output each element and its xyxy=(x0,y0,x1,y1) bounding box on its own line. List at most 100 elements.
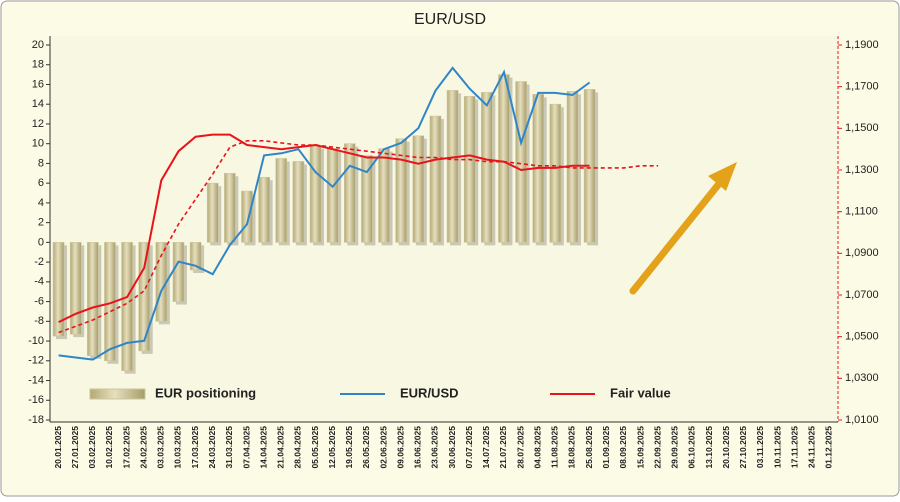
x-tick-label: 20.10.2025 xyxy=(721,426,731,469)
y-tick-label: 2 xyxy=(38,217,44,229)
line xyxy=(58,140,659,334)
y2-tick-label: 1,1900 xyxy=(845,39,879,51)
plot-area xyxy=(50,36,838,422)
bar xyxy=(498,74,510,243)
bar xyxy=(412,135,425,243)
bar xyxy=(69,242,82,335)
x-tick-label: 20.01.2025 xyxy=(53,426,63,469)
x-tick-label: 09.06.2025 xyxy=(395,426,405,469)
x-tick-label: 30.06.2025 xyxy=(447,426,457,469)
y-tick-label: 8 xyxy=(38,157,44,169)
bar xyxy=(172,242,185,302)
x-tick-label: 10.02.2025 xyxy=(104,426,114,469)
bar xyxy=(344,143,356,243)
x-tick-label: 18.08.2025 xyxy=(567,426,577,469)
bar xyxy=(121,242,133,371)
bar xyxy=(206,182,219,243)
bar xyxy=(429,115,442,243)
x-tick-label: 17.11.2025 xyxy=(789,426,799,468)
bar xyxy=(463,96,476,243)
bar xyxy=(361,155,373,243)
y-tick-label: 12 xyxy=(32,118,44,130)
line xyxy=(58,133,590,323)
x-tick-label: 10.03.2025 xyxy=(173,426,183,469)
x-tick-label: 03.11.2025 xyxy=(755,426,765,468)
x-tick-label: 17.03.2025 xyxy=(190,426,200,469)
x-tick-label: 22.09.2025 xyxy=(652,426,662,469)
bar xyxy=(258,176,270,243)
arrow-shaft xyxy=(629,181,722,295)
x-tick-label: 24.02.2025 xyxy=(138,426,148,469)
x-tick-label: 24.03.2025 xyxy=(207,426,217,469)
x-tick-label: 19.05.2025 xyxy=(344,426,354,469)
arrow-head xyxy=(708,162,737,191)
bar xyxy=(87,242,99,357)
x-tick-label: 13.10.2025 xyxy=(704,426,714,469)
bar xyxy=(189,242,202,271)
y-tick-label: -6 xyxy=(34,295,44,307)
x-tick-label: 25.08.2025 xyxy=(584,426,594,469)
x-tick-label: 03.02.2025 xyxy=(87,426,97,469)
y-tick-label: 16 xyxy=(32,78,44,90)
x-tick-label: 07.04.2025 xyxy=(241,426,251,469)
x-tick-label: 27.01.2025 xyxy=(70,426,80,469)
y2-tick-label: 1,1700 xyxy=(845,81,879,93)
y-tick-label: 0 xyxy=(38,236,44,248)
legend-label: EUR/USD xyxy=(400,385,459,400)
x-tick-label: 10.11.2025 xyxy=(772,426,782,468)
x-tick-label: 28.04.2025 xyxy=(293,426,303,469)
bar xyxy=(241,190,253,243)
y-tick-label: -4 xyxy=(34,276,44,288)
x-tick-label: 24.11.2025 xyxy=(807,426,817,468)
y-tick-label: 20 xyxy=(32,39,44,51)
x-tick-label: 04.08.2025 xyxy=(532,426,542,469)
y2-tick-label: 1,1100 xyxy=(845,206,878,218)
bar xyxy=(378,148,390,243)
y2-tick-label: 1,0100 xyxy=(845,414,879,426)
y2-tick-label: 1,1500 xyxy=(845,122,879,134)
y2-tick-label: 1,0300 xyxy=(845,372,879,384)
bar xyxy=(446,90,459,243)
bar xyxy=(52,242,65,337)
bar xyxy=(549,103,562,243)
x-tick-label: 07.07.2025 xyxy=(464,426,474,469)
y-tick-label: 18 xyxy=(32,59,44,71)
x-tick-label: 14.07.2025 xyxy=(481,426,491,469)
x-tick-label: 11.08.2025 xyxy=(550,426,560,468)
y-tick-label: 4 xyxy=(38,197,44,209)
x-tick-label: 21.07.2025 xyxy=(498,426,508,469)
x-tick-label: 14.04.2025 xyxy=(258,426,268,469)
bar xyxy=(515,81,527,243)
x-tick-label: 06.10.2025 xyxy=(687,426,697,469)
y-tick-label: -12 xyxy=(28,355,44,367)
y-tick-label: -14 xyxy=(28,374,44,386)
bar xyxy=(138,242,150,352)
y-tick-label: -2 xyxy=(34,256,44,268)
x-tick-label: 08.09.2025 xyxy=(618,426,628,469)
x-tick-label: 27.10.2025 xyxy=(738,426,748,469)
y-tick-label: -16 xyxy=(28,394,44,406)
bar xyxy=(292,161,305,243)
bar xyxy=(481,92,493,243)
bar xyxy=(395,138,407,243)
legend-swatch xyxy=(89,388,146,400)
y2-tick-label: 1,1300 xyxy=(845,164,879,176)
chart-title: EUR/USD xyxy=(414,11,486,28)
bar xyxy=(224,172,236,243)
x-tick-label: 01.09.2025 xyxy=(601,426,611,469)
x-tick-label: 15.09.2025 xyxy=(635,426,645,469)
y-tick-label: 6 xyxy=(38,177,44,189)
y2-tick-label: 1,0500 xyxy=(845,331,879,343)
line xyxy=(58,66,591,361)
y-tick-label: -8 xyxy=(34,315,44,327)
legend-label: EUR positioning xyxy=(155,385,256,400)
x-tick-label: 28.07.2025 xyxy=(515,426,525,469)
bar xyxy=(326,148,339,243)
x-tick-label: 21.04.2025 xyxy=(276,426,286,469)
y-tick-label: -18 xyxy=(28,414,44,426)
x-tick-label: 03.03.2025 xyxy=(156,426,166,469)
y-tick-label: -10 xyxy=(28,335,44,347)
arrow xyxy=(629,162,737,295)
